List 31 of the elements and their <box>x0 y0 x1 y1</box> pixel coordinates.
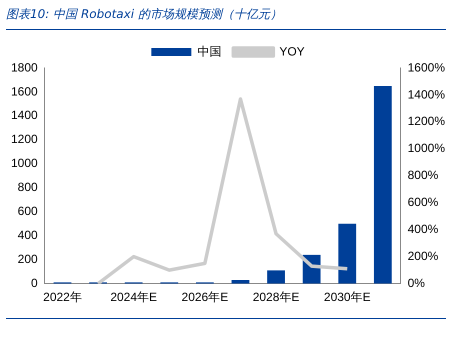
y2-tick-label: 0% <box>408 276 426 290</box>
y-tick-label: 1800 <box>10 60 38 74</box>
y-tick-label: 1600 <box>10 84 38 98</box>
chart-title: 图表10: 中国 Robotaxi 的市场规模预测（十亿元） <box>6 6 446 30</box>
bar <box>267 270 285 284</box>
y-tick-label: 600 <box>18 204 38 218</box>
y-tick-label: 1000 <box>10 156 38 170</box>
y2-tick-label: 400% <box>408 222 439 236</box>
y2-tick-label: 600% <box>408 195 439 210</box>
y2-tick-label: 1600% <box>408 60 446 74</box>
bar <box>232 280 250 284</box>
y2-tick-label: 200% <box>408 248 439 263</box>
bar <box>338 224 356 284</box>
y-tick-label: 400 <box>18 228 38 242</box>
y2-tick-label: 1000% <box>408 141 446 156</box>
legend-label: 中国 <box>197 44 222 58</box>
y2-tick-label: 1400% <box>408 87 446 102</box>
y-tick-label: 1400 <box>10 108 38 122</box>
y2-tick-label: 1200% <box>408 114 446 128</box>
y-tick-label: 800 <box>18 180 38 194</box>
y-tick-label: 200 <box>18 252 38 266</box>
y-tick-label: 0 <box>31 276 38 290</box>
bar <box>374 86 392 284</box>
y2-tick-label: 800% <box>408 168 439 182</box>
x-tick-label: 2026年E <box>182 290 228 304</box>
legend-label: YOY <box>279 44 305 58</box>
x-tick-label: 2022年 <box>43 290 82 304</box>
x-tick-label: 2030年E <box>324 290 371 304</box>
x-tick-label: 2024年E <box>110 290 158 304</box>
y-tick-label: 1200 <box>10 132 38 146</box>
x-tick-label: 2028年E <box>252 290 300 304</box>
